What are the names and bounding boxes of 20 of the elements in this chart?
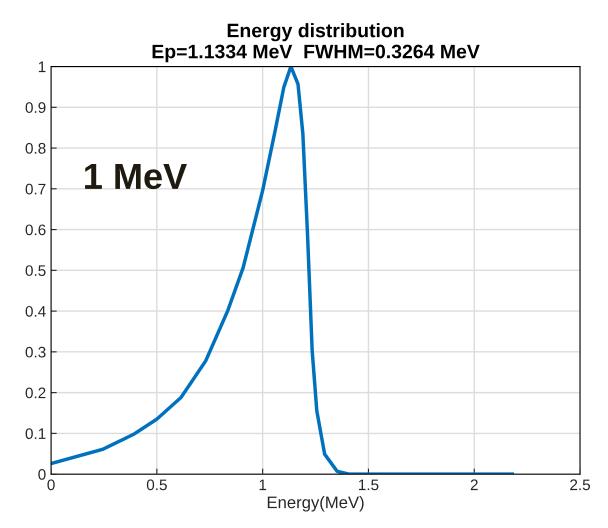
- x-tick-label: 0.5: [146, 479, 167, 490]
- y-tick-label: 0.3: [26, 346, 46, 358]
- chart-title: Energy distribution Ep=1.1334 MeV FWHM=0.3264 MeV: [152, 23, 480, 62]
- y-tick-label: 0: [38, 469, 46, 480]
- y-tick-label: 1: [38, 62, 46, 72]
- y-tick-label: 0.2: [26, 387, 46, 398]
- y-tick-label: 0.4: [26, 306, 46, 317]
- y-tick-label: 0.5: [26, 265, 46, 276]
- x-tick-label: 1.5: [358, 480, 378, 490]
- y-tick-label: 0.7: [26, 184, 46, 194]
- y-tick-label: 0.8: [26, 142, 46, 154]
- annotation: 1 MeV: [85, 164, 187, 190]
- x-tick-label: 0: [47, 479, 55, 490]
- x-tick-label: 2.5: [570, 479, 590, 490]
- y-tick-label: 0.6: [26, 224, 46, 236]
- x-axis-title: Energy(MeV): [268, 496, 364, 512]
- y-tick-label: 0.9: [26, 102, 46, 113]
- x-tick-label: 2: [470, 479, 478, 490]
- y-tick-label: 0.1: [26, 428, 46, 440]
- x-tick-label: 1: [260, 480, 266, 490]
